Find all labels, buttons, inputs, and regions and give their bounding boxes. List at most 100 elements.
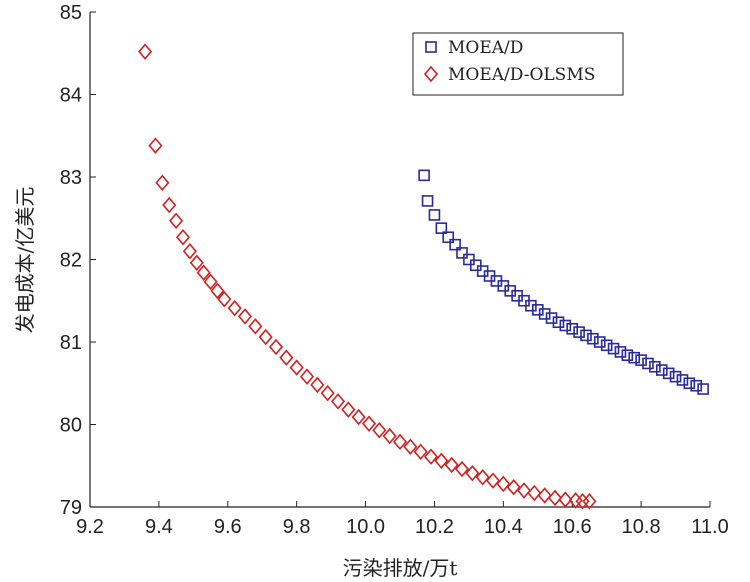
data-point bbox=[485, 472, 501, 489]
data-point bbox=[320, 384, 335, 402]
data-point bbox=[330, 393, 346, 410]
x-tick-label: 9.6 bbox=[214, 516, 242, 538]
data-point bbox=[138, 43, 153, 60]
data-point bbox=[582, 492, 597, 510]
data-point bbox=[169, 212, 184, 229]
y-tick-label: 82 bbox=[60, 250, 82, 272]
x-tick-label: 11.0 bbox=[691, 516, 728, 538]
data-point bbox=[614, 346, 627, 358]
data-point bbox=[210, 282, 225, 300]
data-point bbox=[341, 401, 356, 418]
data-point bbox=[279, 349, 294, 366]
data-point bbox=[392, 433, 408, 451]
data-point bbox=[175, 228, 191, 246]
data-point bbox=[580, 329, 592, 342]
data-point bbox=[465, 464, 480, 482]
x-tick-label: 9.2 bbox=[76, 516, 104, 538]
data-point bbox=[413, 443, 428, 460]
data-point bbox=[428, 209, 441, 221]
data-point bbox=[442, 231, 455, 244]
data-point bbox=[351, 408, 366, 426]
data-point bbox=[649, 360, 661, 373]
data-point bbox=[527, 484, 542, 502]
data-point bbox=[547, 489, 563, 507]
data-point bbox=[248, 318, 263, 335]
x-tick-label: 9.4 bbox=[145, 516, 173, 538]
data-point bbox=[196, 264, 211, 281]
data-point bbox=[558, 491, 573, 508]
data-point bbox=[148, 137, 163, 154]
legend-marker-moead-olsms bbox=[423, 65, 439, 83]
data-point bbox=[189, 254, 204, 272]
data-point bbox=[227, 299, 242, 317]
data-point bbox=[531, 304, 544, 316]
data-point bbox=[444, 456, 459, 474]
legend-box bbox=[412, 32, 624, 96]
y-axis-title: 发电成本/亿美元 bbox=[13, 187, 37, 334]
data-point bbox=[456, 247, 468, 259]
y-tick-label: 83 bbox=[60, 167, 82, 189]
data-point bbox=[697, 383, 709, 395]
data-point bbox=[566, 322, 579, 335]
data-point bbox=[607, 342, 620, 355]
data-point bbox=[628, 351, 641, 364]
x-axis-title: 污染排放/万t bbox=[343, 556, 458, 580]
data-point bbox=[621, 349, 634, 362]
x-tick-label: 10.4 bbox=[484, 516, 523, 538]
x-tick-label: 10.2 bbox=[415, 516, 454, 538]
data-point bbox=[203, 273, 218, 291]
x-tick-label: 10.6 bbox=[553, 516, 592, 538]
data-point bbox=[593, 336, 606, 348]
series-moead-olsms bbox=[138, 43, 597, 510]
data-point bbox=[538, 308, 551, 320]
y-tick-label: 84 bbox=[60, 85, 82, 107]
data-point bbox=[361, 415, 377, 432]
data-point bbox=[516, 482, 532, 499]
data-point bbox=[217, 290, 232, 308]
data-point bbox=[525, 299, 537, 312]
data-point bbox=[537, 487, 552, 504]
data-point bbox=[258, 328, 273, 346]
series-layer bbox=[138, 43, 709, 510]
data-point bbox=[496, 475, 511, 493]
data-point bbox=[559, 319, 572, 332]
x-tick-label: 9.8 bbox=[283, 516, 311, 538]
legend-label-moead-olsms: MOEA/D-OLSMS bbox=[448, 65, 595, 85]
legend: MOEA/D MOEA/D-OLSMS bbox=[412, 32, 624, 96]
data-point bbox=[545, 312, 558, 324]
data-point bbox=[418, 169, 430, 182]
data-point bbox=[655, 364, 668, 376]
y-tick-label: 80 bbox=[60, 415, 82, 437]
data-point bbox=[155, 174, 170, 192]
data-point bbox=[600, 339, 613, 352]
data-point bbox=[690, 379, 703, 392]
data-point bbox=[587, 332, 599, 345]
series-moead bbox=[418, 169, 709, 395]
data-point bbox=[669, 370, 682, 383]
data-point bbox=[635, 354, 647, 366]
x-tick-label: 10.0 bbox=[346, 516, 385, 538]
data-point bbox=[421, 195, 434, 207]
data-point bbox=[162, 196, 177, 214]
data-point bbox=[434, 452, 449, 470]
data-point bbox=[642, 357, 654, 370]
data-point bbox=[454, 460, 470, 478]
data-point bbox=[506, 478, 521, 496]
data-point bbox=[423, 448, 439, 465]
data-point bbox=[449, 238, 461, 251]
data-point bbox=[268, 338, 284, 356]
data-point bbox=[182, 243, 197, 260]
data-point bbox=[382, 427, 397, 445]
data-point bbox=[676, 374, 689, 386]
data-point bbox=[475, 469, 490, 486]
data-point bbox=[299, 368, 315, 385]
x-tick-label: 10.8 bbox=[622, 516, 661, 538]
y-tick-label: 81 bbox=[60, 332, 82, 354]
y-tick-label: 85 bbox=[60, 2, 82, 24]
data-point bbox=[237, 308, 253, 325]
data-point bbox=[289, 359, 304, 376]
data-point bbox=[372, 422, 387, 439]
data-point bbox=[435, 222, 448, 234]
y-tick-label: 79 bbox=[60, 497, 82, 519]
data-point bbox=[552, 316, 565, 329]
